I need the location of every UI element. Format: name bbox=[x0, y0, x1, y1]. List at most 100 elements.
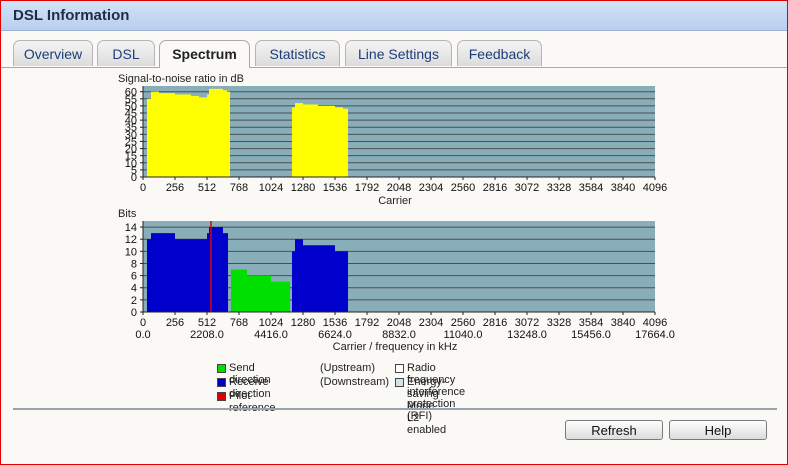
y-tick-label: 12 bbox=[125, 234, 137, 246]
y-tick-label: 10 bbox=[125, 158, 137, 170]
x-tick-label-khz: 2208.0 bbox=[190, 329, 224, 341]
x-tick-label: 256 bbox=[166, 317, 184, 329]
x-tick-label: 3072 bbox=[515, 317, 539, 329]
refresh-button[interactable]: Refresh bbox=[565, 420, 663, 440]
bar-series-0 bbox=[303, 245, 318, 312]
bar-series-0 bbox=[211, 88, 223, 177]
x-tick-label-khz: 6624.0 bbox=[318, 329, 352, 341]
x-tick-label: 2304 bbox=[419, 182, 443, 194]
x-tick-label: 4096 bbox=[643, 317, 667, 329]
x-tick-label: 2816 bbox=[483, 317, 507, 329]
bar-series-1 bbox=[279, 281, 290, 312]
y-tick-label: 4 bbox=[131, 283, 137, 295]
x-tick-label: 1536 bbox=[323, 182, 347, 194]
tab-dsl[interactable]: DSL bbox=[97, 40, 155, 66]
x-tick-label-khz: 8832.0 bbox=[382, 329, 416, 341]
legend-label-receive: Receive direction bbox=[229, 376, 271, 400]
separator bbox=[13, 408, 777, 410]
x-tick-label: 1536 bbox=[323, 317, 347, 329]
y-tick-label: 10 bbox=[125, 246, 137, 258]
bar-series-0 bbox=[191, 95, 199, 177]
x-tick-label: 2560 bbox=[451, 317, 475, 329]
bar-series-0 bbox=[147, 98, 151, 177]
bar-series-0 bbox=[292, 107, 295, 177]
y-tick-label: 25 bbox=[125, 136, 137, 148]
bar-series-0 bbox=[303, 104, 318, 177]
y-tick-label: 8 bbox=[131, 258, 137, 270]
y-tick-label: 50 bbox=[125, 101, 137, 113]
x-tick-label: 1024 bbox=[259, 317, 283, 329]
bar-series-0 bbox=[151, 91, 159, 177]
x-tick-label: 0 bbox=[140, 182, 146, 194]
x-tick-label: 2560 bbox=[451, 182, 475, 194]
y-tick-label: 0 bbox=[131, 172, 137, 184]
x-tick-label: 1792 bbox=[355, 182, 379, 194]
x-tick-label: 3584 bbox=[579, 182, 603, 194]
legend-swatch-l2 bbox=[395, 378, 404, 387]
x-tick-label: 1024 bbox=[259, 182, 283, 194]
chart-plot-area-1 bbox=[143, 221, 655, 312]
x-axis-label: Carrier bbox=[378, 195, 412, 207]
x-tick-label: 2304 bbox=[419, 317, 443, 329]
x-tick-label-khz: 13248.0 bbox=[507, 329, 547, 341]
tab-feedback[interactable]: Feedback bbox=[457, 40, 542, 66]
chart-title: Bits bbox=[118, 208, 137, 220]
bar-series-0 bbox=[159, 93, 175, 177]
bar-series-0 bbox=[207, 233, 209, 312]
y-tick-label: 14 bbox=[125, 222, 137, 234]
x-tick-label: 512 bbox=[198, 317, 216, 329]
bar-series-0 bbox=[223, 233, 228, 312]
legend-label-send: Send direction bbox=[229, 362, 271, 386]
x-tick-label: 2048 bbox=[387, 182, 411, 194]
bar-series-0 bbox=[207, 94, 209, 177]
x-tick-label: 512 bbox=[198, 182, 216, 194]
x-tick-label: 2048 bbox=[387, 317, 411, 329]
x-tick-label: 1792 bbox=[355, 317, 379, 329]
y-tick-label: 15 bbox=[125, 151, 137, 163]
bar-series-0 bbox=[318, 245, 335, 312]
bar-series-1 bbox=[271, 281, 279, 312]
bar-series-0 bbox=[318, 105, 335, 177]
bar-series-0 bbox=[209, 88, 211, 177]
x-tick-label: 3328 bbox=[547, 182, 571, 194]
title-bar: DSL Information bbox=[1, 1, 787, 31]
tab-bar: Overview DSL Spectrum Statistics Line Se… bbox=[1, 40, 787, 68]
y-tick-label: 6 bbox=[131, 271, 137, 283]
legend-swatch-rfi bbox=[395, 364, 404, 373]
y-tick-label: 30 bbox=[125, 129, 137, 141]
y-tick-label: 40 bbox=[125, 115, 137, 127]
bar-series-0 bbox=[199, 239, 207, 312]
bar-series-0 bbox=[292, 251, 295, 312]
legend-swatch-receive bbox=[217, 378, 226, 387]
tab-overview[interactable]: Overview bbox=[13, 40, 93, 66]
bar-series-0 bbox=[159, 233, 175, 312]
y-tick-label: 35 bbox=[125, 122, 137, 134]
x-tick-label-khz: 4416.0 bbox=[254, 329, 288, 341]
x-tick-label: 3840 bbox=[611, 182, 635, 194]
tab-statistics[interactable]: Statistics bbox=[255, 40, 340, 66]
x-tick-label: 256 bbox=[166, 182, 184, 194]
legend-label-l2: Energy-saving Mode L2 enabled bbox=[407, 376, 447, 436]
x-tick-label: 3328 bbox=[547, 317, 571, 329]
y-tick-label: 5 bbox=[131, 165, 137, 177]
x-tick-label: 768 bbox=[230, 182, 248, 194]
bar-series-1 bbox=[255, 275, 263, 312]
help-button[interactable]: Help bbox=[669, 420, 767, 440]
x-tick-label: 2816 bbox=[483, 182, 507, 194]
x-tick-label: 4096 bbox=[643, 182, 667, 194]
legend-swatch-pilot bbox=[217, 392, 226, 401]
bar-series-1 bbox=[239, 269, 247, 312]
x-tick-label: 3072 bbox=[515, 182, 539, 194]
tab-spectrum[interactable]: Spectrum bbox=[159, 40, 250, 68]
bar-series-1 bbox=[231, 269, 239, 312]
y-tick-label: 2 bbox=[131, 295, 137, 307]
bar-series-0 bbox=[175, 94, 191, 177]
y-tick-label: 55 bbox=[125, 94, 137, 106]
x-tick-label: 0 bbox=[140, 317, 146, 329]
tab-line-settings[interactable]: Line Settings bbox=[345, 40, 452, 66]
x-tick-label: 1280 bbox=[291, 182, 315, 194]
x-tick-label: 3584 bbox=[579, 317, 603, 329]
x-tick-label: 1280 bbox=[291, 317, 315, 329]
